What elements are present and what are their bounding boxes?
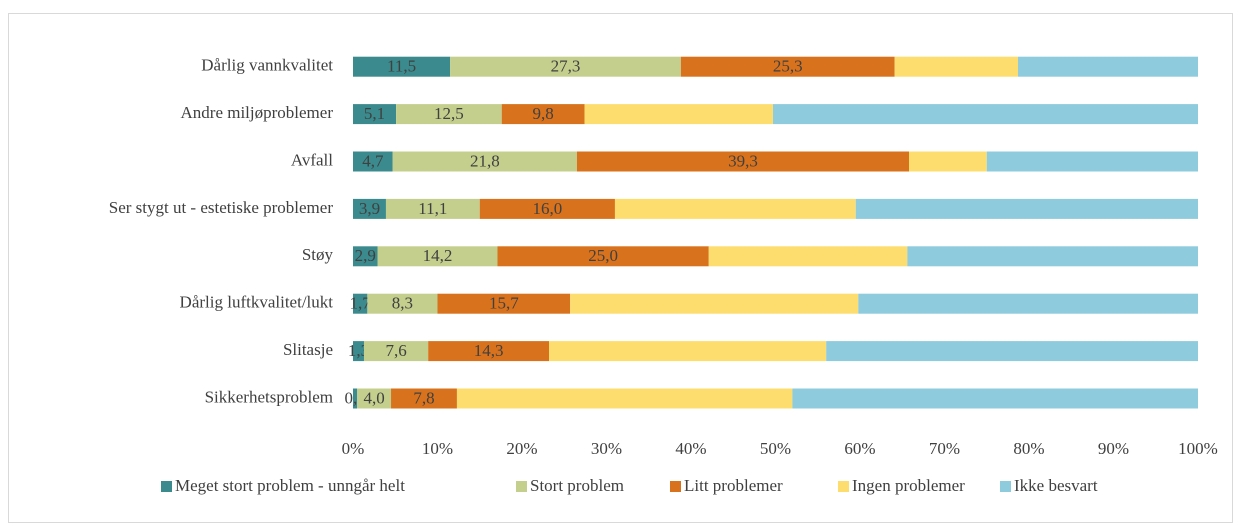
data-label: 1,7 (350, 294, 372, 313)
legend-label: Meget stort problem - unngår helt (175, 476, 405, 495)
bar-segment (437, 293, 571, 314)
legend-label: Stort problem (530, 476, 624, 495)
bar-segment (907, 246, 1198, 267)
bar-segment (353, 293, 368, 314)
bar-segment (858, 293, 1198, 314)
legend-swatch (516, 481, 527, 492)
bar-segment (1018, 56, 1198, 77)
bar-segment (353, 246, 378, 267)
data-label: 39,3 (728, 151, 758, 170)
data-label: 7,8 (413, 388, 434, 407)
data-label: 3,9 (359, 199, 380, 218)
bar-segment (353, 151, 393, 172)
bar-segment (708, 246, 908, 267)
bar-segment (855, 198, 1198, 219)
bar-segment (428, 341, 550, 362)
x-tick-label: 40% (675, 439, 706, 458)
x-tick-label: 0% (342, 439, 365, 458)
bar-segment (772, 104, 1198, 125)
data-label: 16,0 (532, 199, 562, 218)
data-label: 7,6 (385, 341, 406, 360)
category-label: Dårlig luftkvalitet/lukt (180, 293, 334, 312)
category-label: Slitasje (283, 340, 333, 359)
legend-swatch (670, 481, 681, 492)
bar-segment (479, 198, 615, 219)
x-tick-label: 90% (1098, 439, 1129, 458)
category-label: Dårlig vannkvalitet (201, 56, 333, 75)
category-label: Avfall (291, 150, 333, 169)
data-label: 15,7 (489, 294, 519, 313)
bar-segment (392, 151, 577, 172)
data-label: 2,9 (355, 246, 376, 265)
legend-swatch (1000, 481, 1011, 492)
x-tick-label: 50% (760, 439, 791, 458)
bar-segment (549, 341, 827, 362)
bar-segment (792, 388, 1198, 409)
bar-segment (570, 293, 859, 314)
bar-segment (385, 198, 480, 219)
data-label: 12,5 (434, 104, 464, 123)
bar-segment (576, 151, 910, 172)
bar-segment (894, 56, 1019, 77)
category-label: Andre miljøproblemer (181, 103, 334, 122)
data-label: 14,2 (423, 246, 453, 265)
bar-segment (456, 388, 793, 409)
data-label: 4,7 (362, 151, 384, 170)
category-label: Ser stygt ut - estetiske problemer (109, 198, 334, 217)
data-label: 27,3 (551, 57, 581, 76)
legend-label: Litt problemer (684, 476, 783, 495)
data-label: 4,0 (364, 388, 385, 407)
category-label: Støy (302, 245, 334, 264)
bar-segment (986, 151, 1198, 172)
x-tick-label: 20% (506, 439, 537, 458)
legend-swatch (161, 481, 172, 492)
bar-segment (377, 246, 498, 267)
data-label: 14,3 (474, 341, 504, 360)
data-label: 11,5 (387, 57, 416, 76)
chart-border (8, 13, 1233, 523)
bar-segment (396, 104, 502, 125)
data-label: 1,3 (348, 341, 369, 360)
x-tick-label: 30% (591, 439, 622, 458)
bar-segment (357, 388, 392, 409)
bar-segment (680, 56, 895, 77)
x-tick-label: 70% (929, 439, 960, 458)
bar-segment (353, 388, 358, 409)
bar-segment (826, 341, 1198, 362)
bar-segment (353, 198, 386, 219)
legend-swatch (838, 481, 849, 492)
bar-segment (450, 56, 681, 77)
bar-segment (353, 104, 397, 125)
data-label: 25,0 (588, 246, 618, 265)
bar-segment (367, 293, 438, 314)
x-tick-label: 80% (1013, 439, 1044, 458)
x-tick-label: 60% (844, 439, 875, 458)
x-tick-label: 100% (1178, 439, 1218, 458)
legend-label: Ingen problemer (852, 476, 965, 495)
bar-segment (363, 341, 429, 362)
bar-segment (391, 388, 457, 409)
bar-segment (353, 341, 364, 362)
category-label: Sikkerhetsproblem (205, 387, 333, 406)
bar-segment (501, 104, 585, 125)
bar-segment (614, 198, 856, 219)
data-label: 9,8 (533, 104, 554, 123)
data-label: 5,1 (364, 104, 385, 123)
data-label: 8,3 (392, 294, 413, 313)
data-label: 25,3 (773, 57, 803, 76)
data-label: 21,8 (470, 151, 500, 170)
bar-segment (353, 56, 451, 77)
bar-segment (584, 104, 773, 125)
legend-label: Ikke besvart (1014, 476, 1098, 495)
data-label: 11,1 (418, 199, 447, 218)
bar-segment (909, 151, 987, 172)
x-tick-label: 10% (422, 439, 453, 458)
bar-segment (497, 246, 709, 267)
